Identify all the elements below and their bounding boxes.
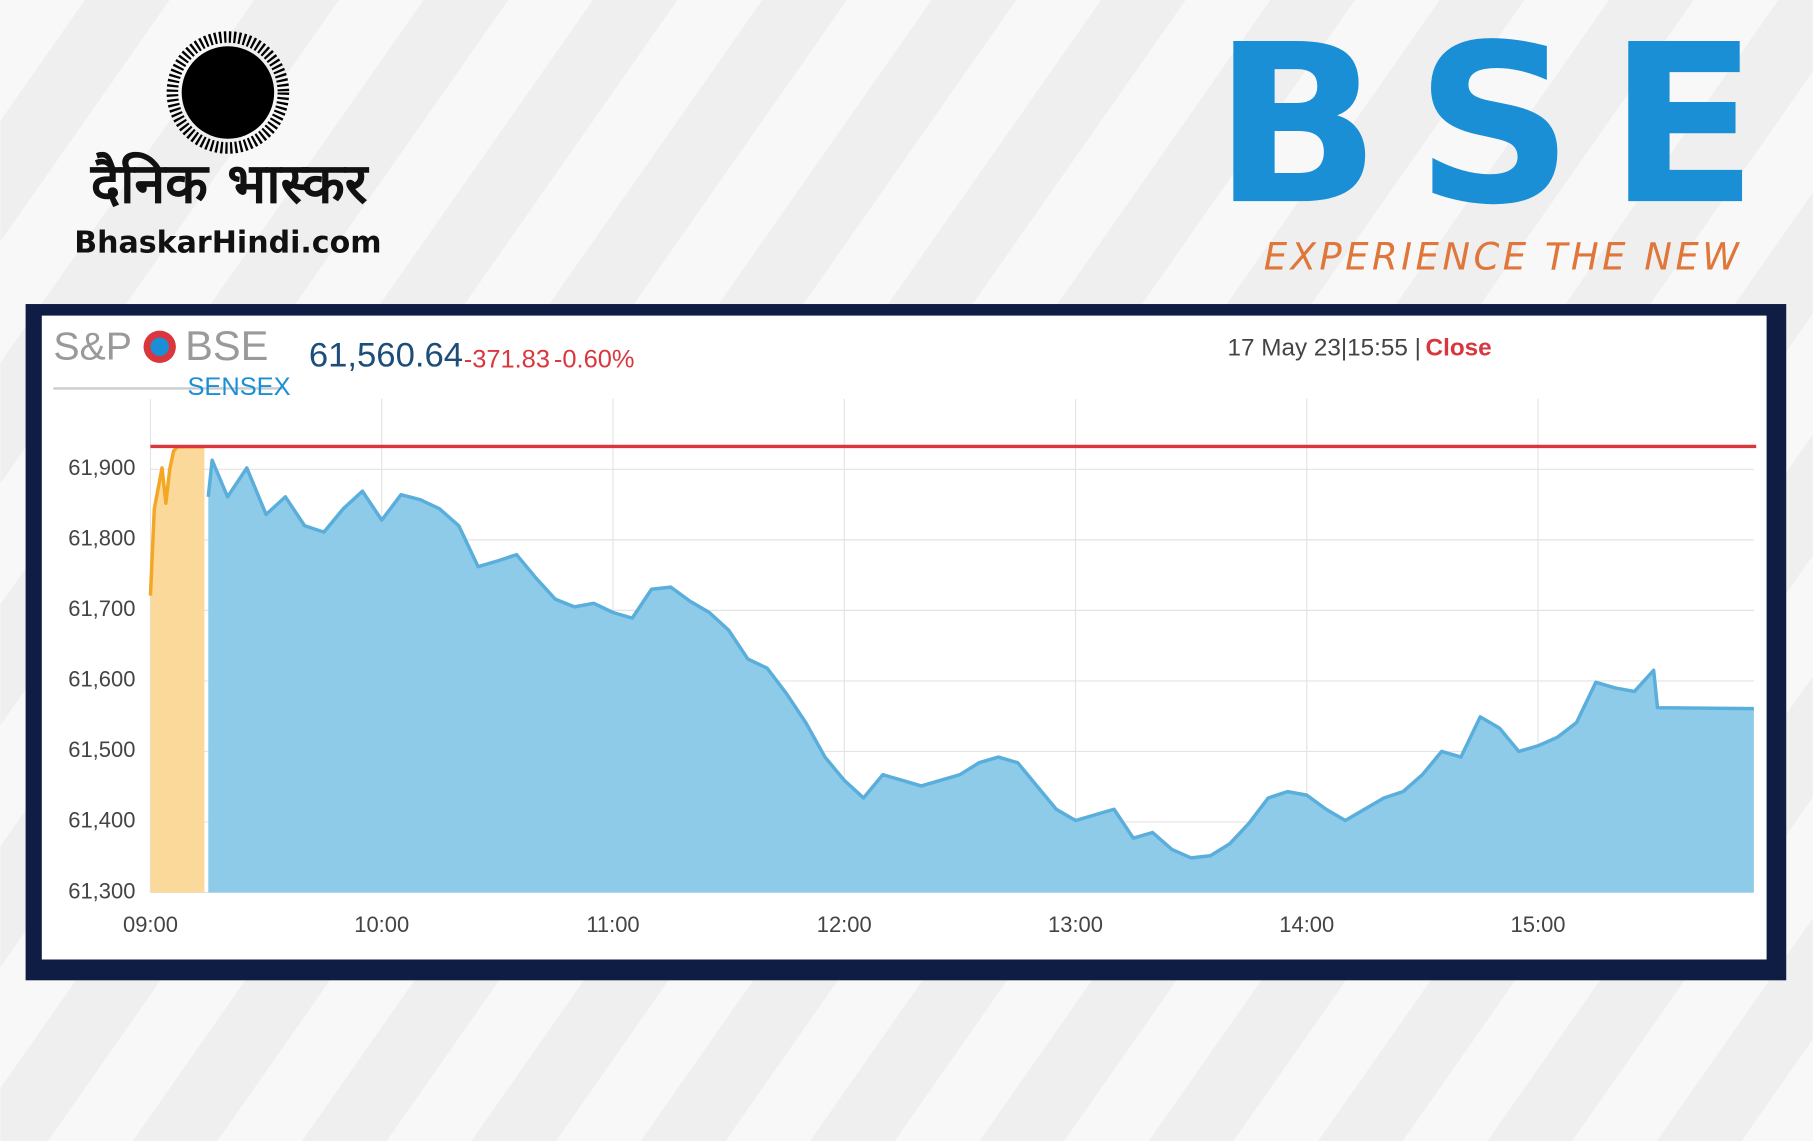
y-tick-label: 61,300 — [68, 878, 135, 903]
x-tick-label: 14:00 — [1279, 912, 1334, 937]
sun — [181, 46, 275, 139]
exchange-logo: BSE EXPERIENCE THE NEW — [1213, 0, 1793, 278]
x-tick-label: 15:00 — [1511, 912, 1566, 937]
y-tick-label: 61,900 — [68, 455, 135, 480]
area — [150, 446, 205, 893]
x-tick-label: 11:00 — [586, 912, 639, 937]
newspaper-name: दैनिक भास्कर — [90, 151, 370, 216]
index-name: SENSEX — [187, 373, 290, 401]
y-tick-label: 61,500 — [68, 737, 135, 762]
x-tick-label: 09:00 — [123, 912, 178, 937]
index-exchange: BSE — [185, 322, 268, 369]
y-tick-label: 61,600 — [68, 667, 135, 692]
index-brand: S&P — [53, 324, 132, 368]
y-tick-label: 61,800 — [68, 526, 135, 551]
last-value: 61,560.64 — [309, 336, 463, 374]
exchange-tagline: EXPERIENCE THE NEW — [1264, 235, 1743, 278]
market-status: Close — [1426, 335, 1492, 362]
x-tick-label: 10:00 — [354, 912, 409, 937]
newspaper-logo: दैनिक भास्कर BhaskarHindi.com — [74, 31, 382, 260]
quote-header: S&P BSE SENSEX 61,560.64 -371.83 -0.60% … — [53, 322, 1491, 401]
newspaper-site: BhaskarHindi.com — [74, 225, 381, 260]
brand-mark — [150, 337, 169, 357]
sun-rays — [166, 31, 290, 154]
y-tick-label: 61,700 — [68, 596, 135, 621]
plot: 61,300 61,400 61,500 61,600 61,700 61,800 61,9… — [68, 398, 1757, 937]
x-tick-label: 13:00 — [1048, 912, 1103, 937]
y-tick-label: 61,400 — [68, 808, 135, 833]
change-percent: -0.60% — [554, 345, 635, 373]
date-time: 17 May 23|15:55 | — [1228, 335, 1421, 362]
change: -371.83 — [464, 345, 550, 373]
x-tick-label: 12:00 — [817, 912, 872, 937]
area — [208, 460, 1754, 893]
line — [206, 458, 1754, 860]
exchange-name: BSE — [1213, 0, 1793, 253]
